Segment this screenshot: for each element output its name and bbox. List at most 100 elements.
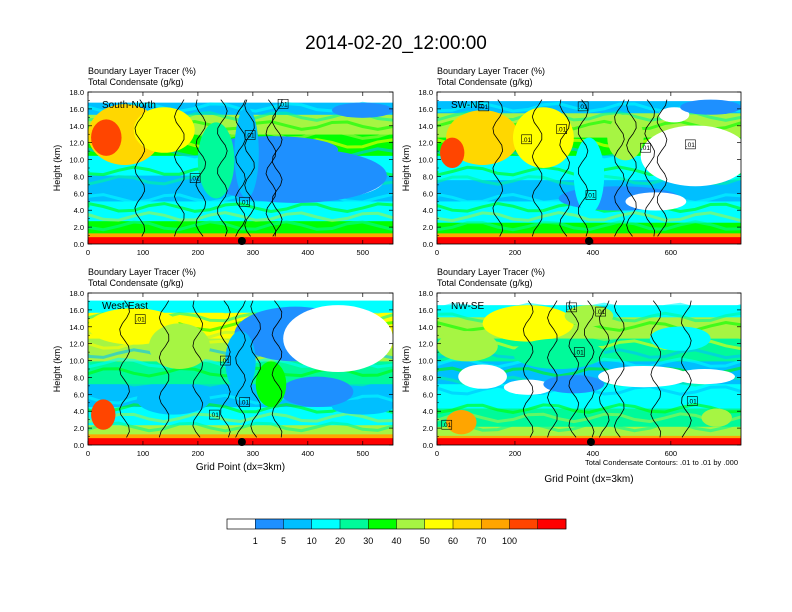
x-tick-label: 400 <box>302 248 315 257</box>
contour-label-box <box>134 314 146 324</box>
contour-label-box <box>686 396 698 406</box>
contour-label-box <box>566 302 577 313</box>
contour-label-box <box>556 124 568 134</box>
contour-label: .01 <box>136 317 145 324</box>
contour-label: .01 <box>575 350 584 357</box>
condensate-contour <box>195 99 207 237</box>
colorbar-swatch <box>283 519 313 529</box>
color-region <box>440 137 465 168</box>
contour-label-box <box>189 173 201 183</box>
color-band <box>437 293 741 306</box>
colorbar-label: 100 <box>502 536 517 546</box>
contour-label-box <box>277 99 289 109</box>
color-region <box>136 384 210 415</box>
y-tick-label: 16.0 <box>418 105 433 114</box>
x-tick-label: 0 <box>435 449 439 458</box>
contour-label: .01 <box>557 127 566 134</box>
y-tick-label: 0.0 <box>423 240 433 249</box>
contour-label-box <box>595 306 606 317</box>
x-axis-label: Grid Point (dx=3km) <box>544 474 633 485</box>
color-region <box>503 379 553 395</box>
y-tick-label: 12.0 <box>69 340 84 349</box>
condensate-contour <box>613 300 625 438</box>
color-streak <box>437 393 741 405</box>
color-region <box>513 338 605 369</box>
y-tick-label: 8.0 <box>74 172 84 181</box>
color-region <box>674 369 735 385</box>
condensate-contour <box>614 99 625 237</box>
heatmap-field: .01 .01 .01 .01 <box>88 92 393 244</box>
condensate-contour <box>598 300 610 438</box>
colorbar-label: 20 <box>335 536 345 546</box>
condensate-contour <box>271 99 283 237</box>
condensate-contour <box>235 99 246 237</box>
x-tick-label: 200 <box>192 248 205 257</box>
color-region <box>458 364 507 389</box>
color-region <box>649 326 711 351</box>
x-tick-label: 100 <box>137 449 150 458</box>
color-region <box>149 323 210 370</box>
heatmap-field: .01 .01 .01 .01 .01 .01 .01 <box>437 92 741 244</box>
colorbar-swatch <box>311 519 341 529</box>
y-tick-label: 16.0 <box>418 306 433 315</box>
contour-label: .01 <box>641 145 650 152</box>
color-region <box>543 375 605 394</box>
y-tick-label: 18.0 <box>69 289 84 298</box>
y-tick-label: 6.0 <box>423 189 433 198</box>
colorbar-label: 1 <box>253 536 258 546</box>
condensate-contour <box>119 300 130 438</box>
x-tick-label: 300 <box>247 449 260 458</box>
color-streak <box>88 302 393 314</box>
color-streak <box>88 412 393 424</box>
condensate-contour <box>134 99 146 237</box>
contour-label: .01 <box>596 309 605 316</box>
x-tick-label: 600 <box>665 248 678 257</box>
condensate-contour <box>244 99 255 237</box>
color-region <box>197 122 235 199</box>
color-region <box>283 305 393 373</box>
y-tick-label: 10.0 <box>69 156 84 165</box>
y-tick-label: 8.0 <box>423 373 433 382</box>
contour-note: Total Condensate Contours: .01 to .01 by… <box>585 458 738 467</box>
y-tick-label: 4.0 <box>74 206 84 215</box>
condensate-contour <box>174 99 185 237</box>
x-tick-label: 100 <box>137 248 150 257</box>
panel-title-tracer: Boundary Layer Tracer (%) <box>437 66 545 76</box>
contour-label: .01 <box>522 137 531 144</box>
y-tick-label: 4.0 <box>423 206 433 215</box>
y-tick-label: 14.0 <box>69 122 84 131</box>
condensate-contour <box>158 300 170 438</box>
contour-label-box <box>239 397 250 407</box>
contour-label-box <box>521 134 532 145</box>
cross-section-label: South-North <box>102 100 156 111</box>
y-tick-label: 0.0 <box>423 441 433 450</box>
y-tick-label: 8.0 <box>74 373 84 382</box>
color-streak <box>437 211 741 223</box>
colorbar-swatch <box>509 519 539 529</box>
color-band <box>437 426 741 437</box>
y-tick-label: 8.0 <box>423 172 433 181</box>
condensate-contour <box>250 300 261 438</box>
y-tick-label: 2.0 <box>74 223 84 232</box>
colorbar-label: 10 <box>307 536 317 546</box>
color-band <box>88 92 393 104</box>
x-tick-label: 500 <box>357 449 370 458</box>
contour-label: .01 <box>210 412 219 419</box>
y-tick-label: 18.0 <box>69 88 84 97</box>
y-tick-label: 10.0 <box>418 357 433 366</box>
condensate-contour <box>583 300 595 438</box>
color-region <box>658 107 690 123</box>
location-marker <box>237 237 246 245</box>
cross-section-label: NW-SE <box>451 301 484 312</box>
colorbar-label: 30 <box>363 536 373 546</box>
contour-label-box <box>244 130 256 140</box>
colorbar-swatch <box>424 519 454 529</box>
condensate-contour <box>265 99 277 237</box>
colorbar-label: 50 <box>420 536 430 546</box>
color-region <box>680 99 741 115</box>
contour-label: .01 <box>221 358 230 365</box>
condensate-contour <box>650 300 662 438</box>
color-region <box>437 331 498 362</box>
color-band <box>88 233 393 240</box>
contour-label-box <box>573 347 585 357</box>
